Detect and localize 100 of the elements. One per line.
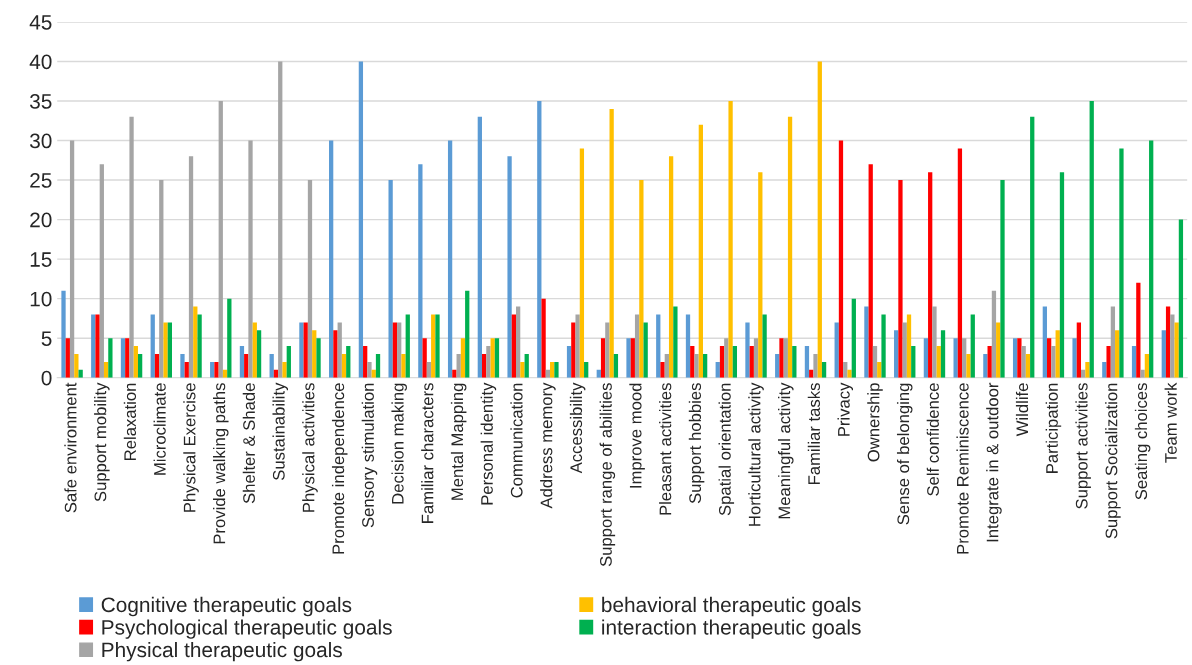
bar: [490, 338, 495, 378]
bar: [923, 338, 929, 378]
x-tick-label: Support mobility: [94, 382, 110, 502]
x-tick-label: Promote Reminiscence: [956, 383, 969, 554]
bar: [507, 156, 512, 378]
bar: [397, 322, 402, 378]
bar: [983, 354, 988, 378]
bar: [299, 322, 304, 378]
legend-label: Cognitive therapeutic goals: [101, 596, 352, 617]
bar: [69, 140, 75, 378]
y-tick-label: 25: [30, 173, 52, 188]
x-tick-label: Sensory stimulation: [361, 383, 378, 528]
bar: [248, 140, 253, 378]
bar: [456, 354, 461, 378]
bar: [1030, 116, 1035, 378]
bar: [609, 108, 614, 378]
x-tick-label: Horticultural activity: [748, 382, 764, 526]
bar: [516, 306, 521, 378]
bar: [1017, 338, 1022, 378]
bar: [1012, 338, 1018, 378]
bar: [65, 338, 70, 378]
y-tick-label: 35: [29, 94, 52, 109]
bar: [1170, 314, 1175, 378]
bar: [278, 61, 283, 378]
bar: [452, 369, 457, 378]
bar: [99, 164, 104, 378]
bar: [481, 354, 487, 378]
bar: [465, 290, 470, 378]
y-tick-label: 45: [29, 15, 52, 30]
bar: [108, 338, 113, 378]
legend-label: interaction therapeutic goals: [602, 619, 861, 639]
bar: [834, 322, 839, 378]
bar: [724, 338, 729, 378]
bar: [418, 164, 423, 378]
bar: [154, 354, 160, 378]
bar: [902, 322, 907, 378]
bar: [316, 338, 321, 378]
bar: [520, 361, 525, 378]
bar: [286, 346, 291, 378]
bar: [698, 124, 703, 378]
bar: [180, 354, 185, 378]
bar: [554, 361, 559, 378]
y-tick-label: 40: [29, 54, 52, 70]
bar: [1025, 354, 1031, 378]
bar: [494, 338, 500, 378]
x-tick-label: Support Socialization: [1105, 383, 1121, 539]
bar: [1161, 330, 1166, 378]
bar: [996, 322, 1001, 378]
bar: [1140, 369, 1145, 378]
bar: [664, 354, 669, 378]
y-tick-label: 15: [30, 252, 52, 267]
x-tick-label: Wildlife: [1015, 383, 1029, 437]
bar: [940, 330, 946, 378]
legend-label: Physical therapeutic goals: [102, 641, 342, 662]
bar: [1021, 346, 1026, 378]
bar: [244, 354, 249, 378]
x-tick-label: Accessibility: [569, 382, 586, 474]
y-tick-label: 30: [29, 133, 52, 149]
bar: [256, 330, 262, 378]
bar: [163, 322, 168, 378]
x-tick-label: Provide walking paths: [213, 383, 229, 544]
bar: [363, 346, 368, 378]
x-tick-label: Meaningful activity: [778, 382, 794, 519]
bar: [159, 180, 164, 378]
bar: [690, 346, 695, 378]
y-tick-label: 20: [30, 212, 52, 228]
bar: [634, 314, 640, 378]
bar: [137, 354, 143, 378]
bar: [1136, 282, 1141, 378]
bar: [685, 314, 691, 378]
bar: [150, 314, 155, 378]
bar: [1072, 338, 1077, 378]
bar: [486, 346, 491, 378]
bar: [894, 330, 899, 378]
bar: [1085, 361, 1090, 378]
x-tick-label: Participation: [1045, 383, 1062, 473]
bar: [435, 314, 440, 378]
bar: [329, 140, 334, 378]
bar: [936, 346, 941, 378]
bar: [579, 148, 585, 378]
x-tick-label: Support hobbies: [688, 383, 705, 504]
bar: [341, 354, 347, 378]
bar: [1178, 219, 1184, 378]
bar: [125, 338, 130, 378]
bar: [120, 338, 126, 378]
bar: [728, 101, 733, 378]
bar: [804, 346, 810, 378]
bar: [626, 338, 631, 378]
bar: [753, 338, 759, 378]
x-tick-label: Team work: [1164, 382, 1177, 463]
bar: [307, 180, 313, 378]
x-tick-label: Safe environment: [64, 382, 77, 513]
bar: [1051, 346, 1056, 378]
bar: [868, 164, 873, 378]
y-tick-label: 5: [41, 331, 52, 346]
bar: [987, 346, 992, 378]
bar: [1076, 322, 1082, 378]
bar: [792, 346, 797, 378]
bar: [779, 338, 784, 378]
bar: [388, 180, 393, 378]
